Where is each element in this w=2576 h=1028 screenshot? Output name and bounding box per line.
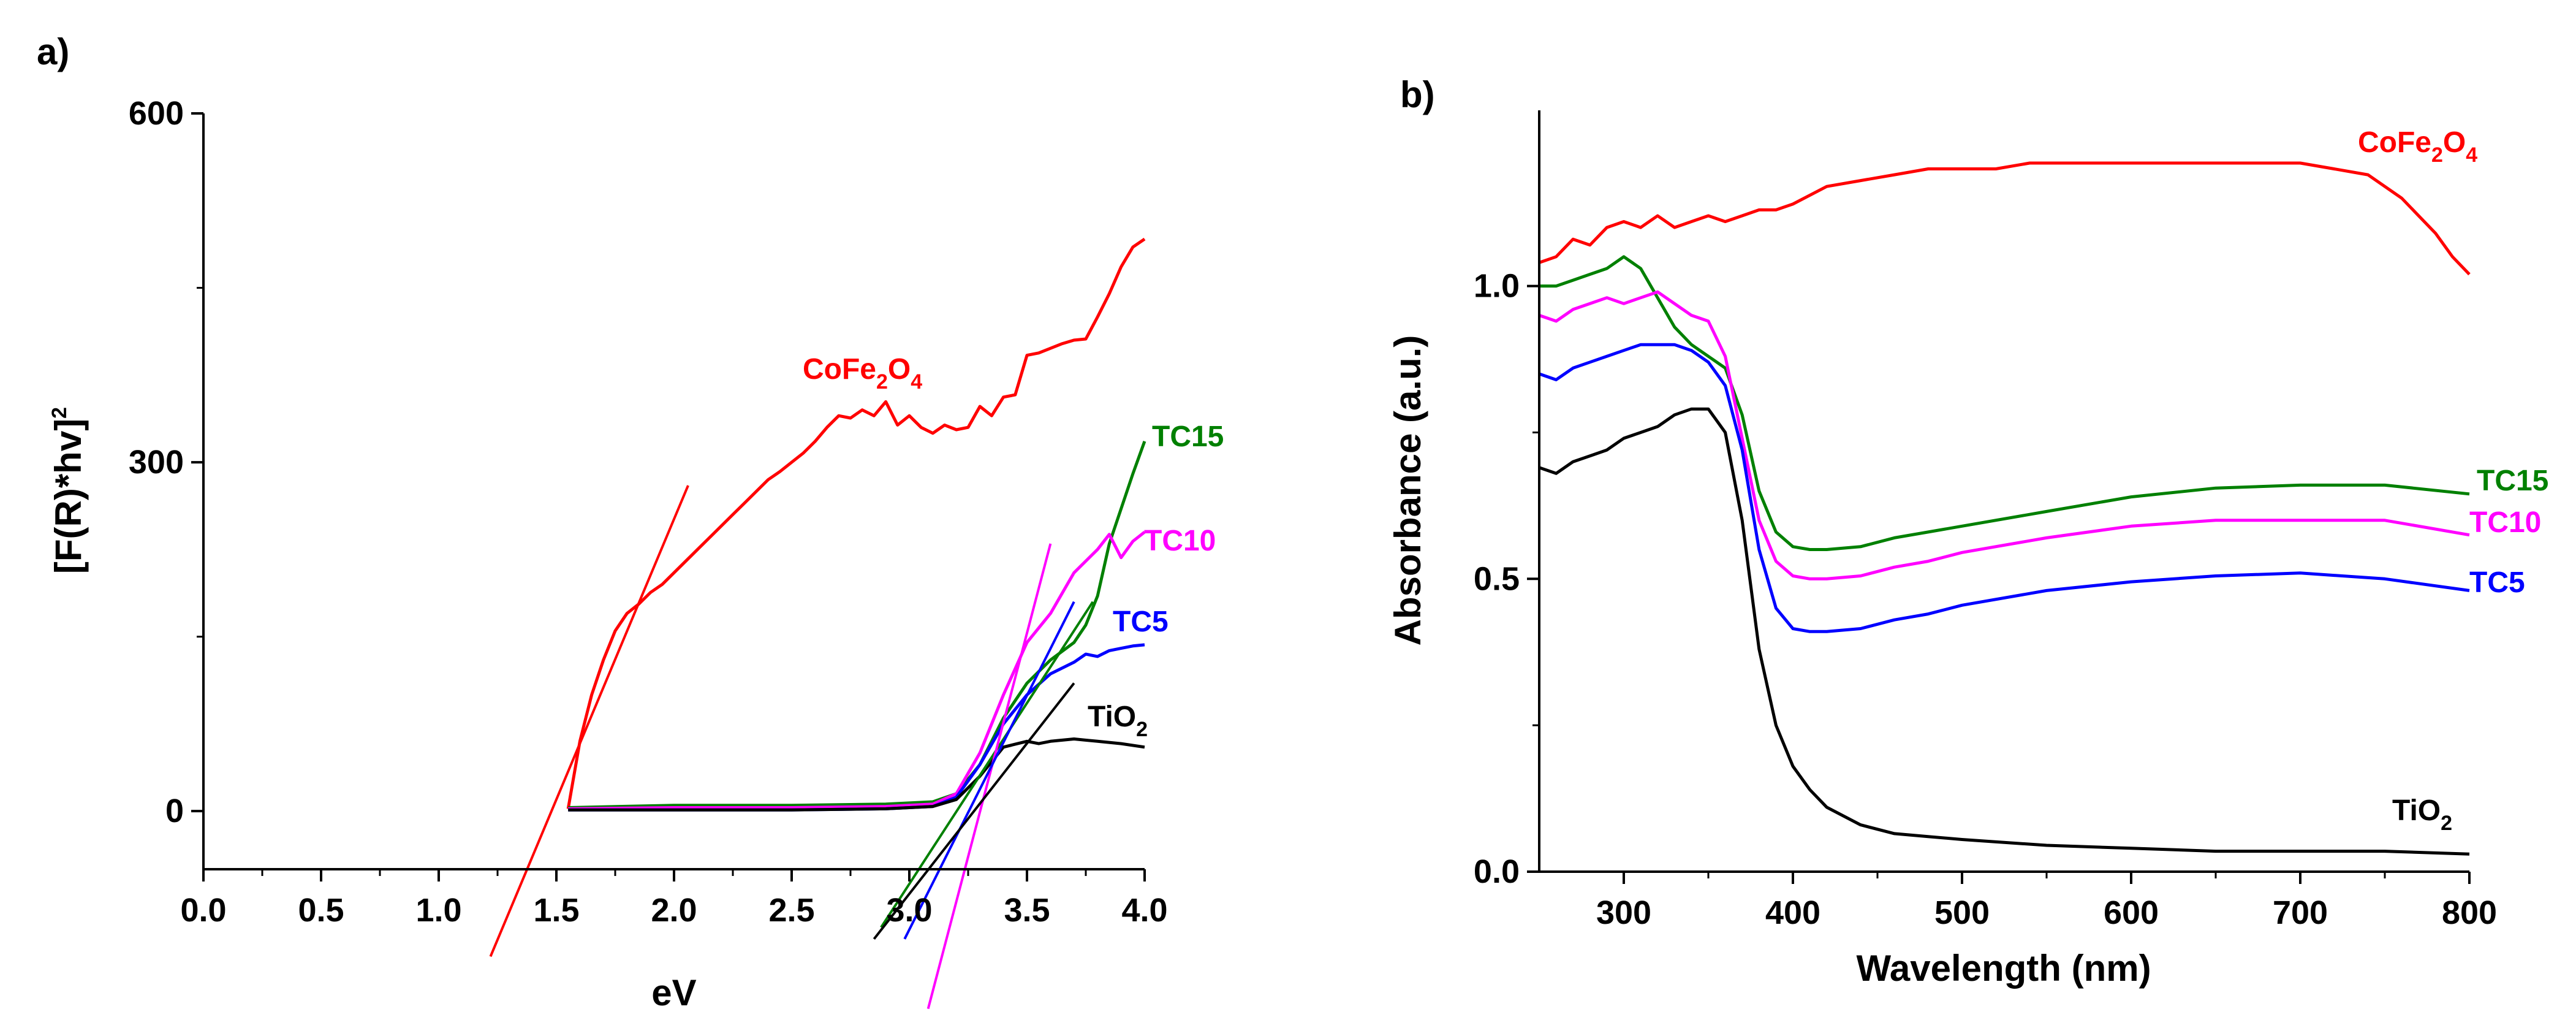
panel-a-x-axis-title: eV — [651, 972, 696, 1013]
panel-a-ticks: 0.0 0.5 1.0 1.5 2.0 2.5 3.0 3.5 4.0 0 300 600 — [129, 95, 1168, 929]
panel-b-series-tc10 — [1539, 290, 2470, 581]
panel-a-chart: a) 0.0 0.5 1.0 1.5 2.0 2.5 3.0 3.5 4.0 0 300 600 Co… — [37, 31, 1224, 1013]
panel-b-label-tc5: TC5 — [2469, 566, 2525, 599]
panel-a-series-tio2 — [568, 737, 1145, 812]
panel-b-label-tc15: TC15 — [2477, 465, 2548, 497]
panel-a-label-tio2: TiO2 — [1088, 701, 1148, 741]
panel-a-y-tick-label: 600 — [129, 95, 184, 132]
panel-a-tangent-cofe2o4 — [489, 485, 689, 958]
panel-a-tangent-group — [489, 485, 1094, 1010]
panel-a-tangent-tc5 — [903, 601, 1075, 940]
panel-b-series-cofe2o4 — [1539, 161, 2471, 276]
panel-b-label-tc10: TC10 — [2469, 506, 2541, 539]
panel-a-x-tick-label: 1.5 — [533, 892, 579, 929]
panel-a-x-tick-label: 0.0 — [180, 892, 226, 929]
panel-b-y-tick-label: 1.0 — [1474, 268, 1520, 305]
panel-a-x-tick-label: 3.0 — [886, 892, 932, 929]
panel-a-series-cofe2o4 — [566, 237, 1146, 809]
panel-b-x-tick-label: 300 — [1596, 894, 1651, 931]
panel-b-label-tio2: TiO2 — [2392, 794, 2452, 835]
panel-a-label: a) — [37, 31, 69, 72]
panel-b-x-tick-label: 700 — [2273, 894, 2328, 931]
panel-a-x-tick-label: 2.5 — [768, 892, 814, 929]
panel-a-label-cofe2o4: CoFe2O4 — [803, 353, 922, 394]
panel-b-x-tick-label: 400 — [1765, 894, 1820, 931]
panel-b-y-axis-title: Absorbance (a.u.) — [1387, 335, 1428, 646]
panel-b-label-cofe2o4: CoFe2O4 — [2358, 126, 2477, 167]
panel-b-y-tick-label: 0.5 — [1474, 560, 1520, 597]
panel-a-x-tick-label: 4.0 — [1121, 892, 1167, 929]
panel-b-x-axis-title: Wavelength (nm) — [1856, 948, 2151, 989]
panel-a-x-tick-label: 3.5 — [1004, 892, 1050, 929]
panel-a-tangent-tio2 — [873, 682, 1075, 940]
panel-b-ticks: 300 400 500 600 700 800 0.0 0.5 1.0 — [1474, 268, 2497, 931]
panel-b-x-tick-label: 500 — [1934, 894, 1990, 931]
panel-b-series-tc5 — [1539, 343, 2470, 633]
panel-b-series-group — [1539, 161, 2471, 856]
panel-b-x-tick-label: 800 — [2442, 894, 2497, 931]
panel-a-x-tick-label: 1.0 — [415, 892, 461, 929]
panel-b-label: b) — [1400, 74, 1435, 115]
panel-b-y-tick-label: 0.0 — [1474, 853, 1520, 890]
panel-a-tangent-tc15 — [880, 601, 1094, 928]
panel-a-x-tick-label: 0.5 — [298, 892, 344, 929]
panel-b-x-tick-label: 600 — [2104, 894, 2159, 931]
panel-b-chart: b) 300 400 500 600 700 800 0.0 0.5 1.0 CoFe2O4 T… — [1387, 74, 2548, 989]
panel-a-y-axis-title: [F(R)*hv]2 — [48, 407, 89, 574]
panel-a-tangent-tc10 — [926, 543, 1052, 1010]
panel-b-series-tio2 — [1539, 407, 2470, 856]
panel-a-label-tc5: TC5 — [1113, 606, 1169, 638]
panel-a-y-tick-label: 300 — [129, 444, 184, 481]
panel-a-x-tick-label: 2.0 — [651, 892, 697, 929]
panel-a-label-tc15: TC15 — [1152, 421, 1224, 453]
panel-b-series-tc15 — [1539, 255, 2470, 551]
panel-a-y-tick-label: 0 — [165, 793, 184, 829]
panel-a-series-tc15 — [568, 441, 1146, 809]
panel-a-series-tc10 — [568, 530, 1146, 810]
panel-a-label-tc10: TC10 — [1144, 525, 1216, 557]
